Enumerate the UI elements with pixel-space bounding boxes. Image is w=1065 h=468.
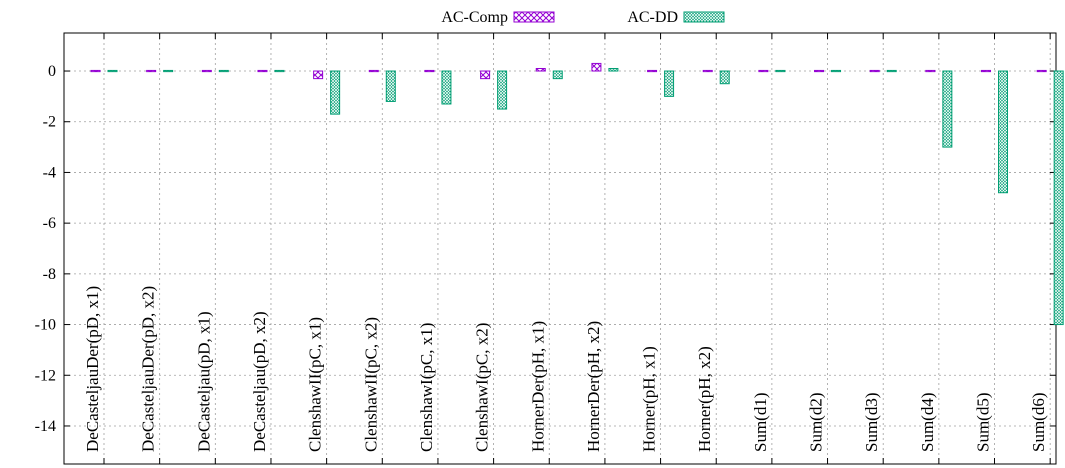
legend-label-ac-comp: AC-Comp [441, 9, 508, 26]
bar-ac-comp-4 [313, 70, 324, 80]
legend-swatch-ac-comp [513, 11, 555, 23]
bar-ac-dd-3 [274, 69, 285, 73]
bar-ac-comp-8 [535, 67, 546, 72]
category-label: HornerDer(pH, x1) [528, 321, 547, 452]
legend-label-ac-dd: AC-DD [627, 9, 678, 26]
category-label: DeCasteljauDer(pD, x2) [139, 286, 158, 452]
category-label: DeCasteljau(pD, x1) [194, 311, 213, 452]
category-label: Sum(d2) [807, 393, 826, 453]
grid-lines [64, 33, 1056, 464]
bar-ac-dd-17 [1053, 70, 1064, 326]
y-tick-label: -4 [43, 164, 56, 181]
y-tick-label: -10 [35, 317, 56, 334]
y-tick-label: -8 [43, 266, 56, 283]
category-label: HornerDer(pH, x2) [584, 321, 603, 452]
bar-ac-dd-10 [664, 70, 675, 97]
category-label: DeCasteljau(pD, x2) [250, 311, 269, 452]
category-label: Sum(d3) [862, 393, 881, 453]
bar-ac-comp-9 [591, 62, 602, 72]
bar-ac-comp-1 [146, 69, 157, 73]
bar-ac-comp-16 [981, 69, 992, 73]
y-tick-label: -12 [35, 367, 56, 384]
bars [90, 62, 1064, 326]
bar-ac-comp-6 [424, 69, 435, 73]
bar-ac-dd-1 [163, 69, 174, 73]
bar-ac-comp-17 [1036, 69, 1047, 73]
bar-ac-dd-0 [107, 69, 118, 73]
bar-ac-comp-14 [869, 69, 880, 73]
y-tick-label: -6 [43, 215, 56, 232]
bar-ac-comp-15 [925, 69, 936, 73]
category-label: DeCasteljauDer(pD, x1) [83, 286, 102, 452]
bar-ac-comp-10 [647, 69, 658, 73]
category-label: ClenshawII(pC, x1) [306, 317, 325, 452]
bar-ac-dd-5 [385, 70, 396, 102]
category-label: Sum(d5) [974, 393, 993, 453]
y-tick-label: -2 [43, 114, 56, 131]
category-label: ClenshawI(pC, x2) [473, 323, 492, 452]
bar-ac-dd-13 [831, 69, 842, 73]
bar-ac-dd-9 [608, 67, 619, 72]
bar-ac-comp-5 [368, 69, 379, 73]
category-label: ClenshawI(pC, x1) [417, 323, 436, 452]
y-tick-label: 0 [48, 63, 56, 80]
bar-ac-dd-2 [218, 69, 229, 73]
bar-ac-dd-11 [719, 70, 730, 85]
category-label: Horner(pH, x1) [640, 346, 659, 452]
bar-ac-comp-2 [201, 69, 212, 73]
bar-ac-dd-12 [775, 69, 786, 73]
bar-ac-dd-7 [497, 70, 508, 110]
bar-ac-comp-11 [702, 69, 713, 73]
bar-ac-dd-6 [441, 70, 452, 105]
bar-ac-dd-14 [886, 69, 897, 73]
category-label: Sum(d1) [751, 393, 770, 453]
bar-ac-comp-7 [480, 70, 491, 80]
bar-ac-comp-3 [257, 69, 268, 73]
bar-ac-comp-13 [814, 69, 825, 73]
y-tick-label: -14 [35, 418, 56, 435]
category-labels: DeCasteljauDer(pD, x1) DeCasteljauDer(pD,… [83, 286, 1048, 452]
bar-ac-comp-0 [90, 69, 101, 73]
category-label: Sum(d4) [918, 393, 937, 453]
legend-swatch-ac-dd [683, 11, 725, 23]
category-label: Sum(d6) [1029, 393, 1048, 453]
category-label: Horner(pH, x2) [695, 346, 714, 452]
bar-ac-dd-8 [552, 70, 563, 80]
bar-ac-dd-4 [330, 70, 341, 115]
legend: AC-Comp AC-DD [441, 9, 725, 26]
bar-ac-dd-16 [998, 70, 1009, 194]
bar-ac-dd-15 [942, 70, 953, 148]
category-label: ClenshawII(pC, x2) [361, 317, 380, 452]
bar-ac-comp-12 [758, 69, 769, 73]
